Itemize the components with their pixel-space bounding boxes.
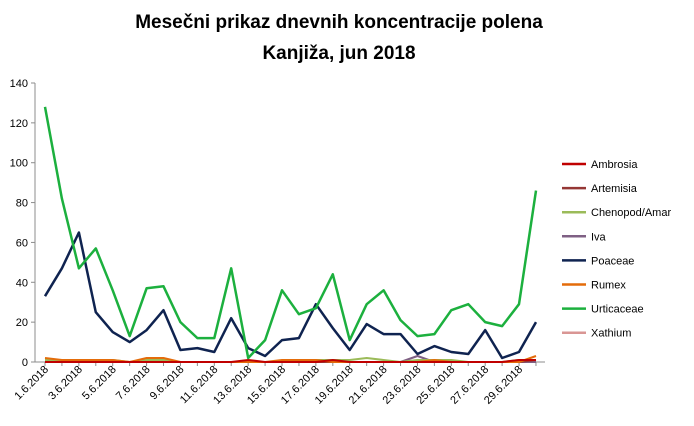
series-line-poaceae xyxy=(43,231,538,360)
series-line-urticaceae xyxy=(43,106,538,360)
legend-label: Xathium xyxy=(591,328,631,340)
legend-label: Poaceae xyxy=(591,255,634,267)
legend-label: Iva xyxy=(591,231,607,243)
y-axis: 0 20 40 60 80 100 120 140 xyxy=(10,78,36,369)
chart-title: Mesečni prikaz dnevnih koncentracije pol… xyxy=(135,12,543,33)
y-tick-label: 40 xyxy=(16,277,28,289)
x-tick-label: 1.6.2018 xyxy=(12,364,51,403)
legend-label: Ambrosia xyxy=(591,159,638,171)
legend-label: Urticaceae xyxy=(591,304,644,316)
x-tick-label: 3.6.2018 xyxy=(46,364,85,403)
x-tick-label: 7.6.2018 xyxy=(114,364,153,403)
y-tick-label: 20 xyxy=(16,317,28,329)
legend-label: Artemisia xyxy=(591,183,638,195)
legend: Ambrosia Artemisia Chenopod/Amar Iva Poaceae… xyxy=(562,159,671,340)
y-tick-label: 80 xyxy=(16,198,28,210)
x-tick-label: 5.6.2018 xyxy=(80,364,119,403)
plot-area xyxy=(43,106,538,363)
y-tick-label: 120 xyxy=(10,118,28,130)
legend-label: Rumex xyxy=(591,280,626,292)
series-line-ambrosia xyxy=(45,359,536,363)
chart-subtitle: Kanjiža, jun 2018 xyxy=(262,43,415,64)
y-tick-label: 60 xyxy=(16,237,28,249)
y-tick-label: 140 xyxy=(10,78,28,90)
legend-label: Chenopod/Amar xyxy=(591,207,671,219)
y-tick-label: 100 xyxy=(10,158,28,170)
x-axis: 1.6.20183.6.20185.6.20187.6.20189.6.2018… xyxy=(12,361,545,407)
y-tick-label: 0 xyxy=(22,357,28,369)
